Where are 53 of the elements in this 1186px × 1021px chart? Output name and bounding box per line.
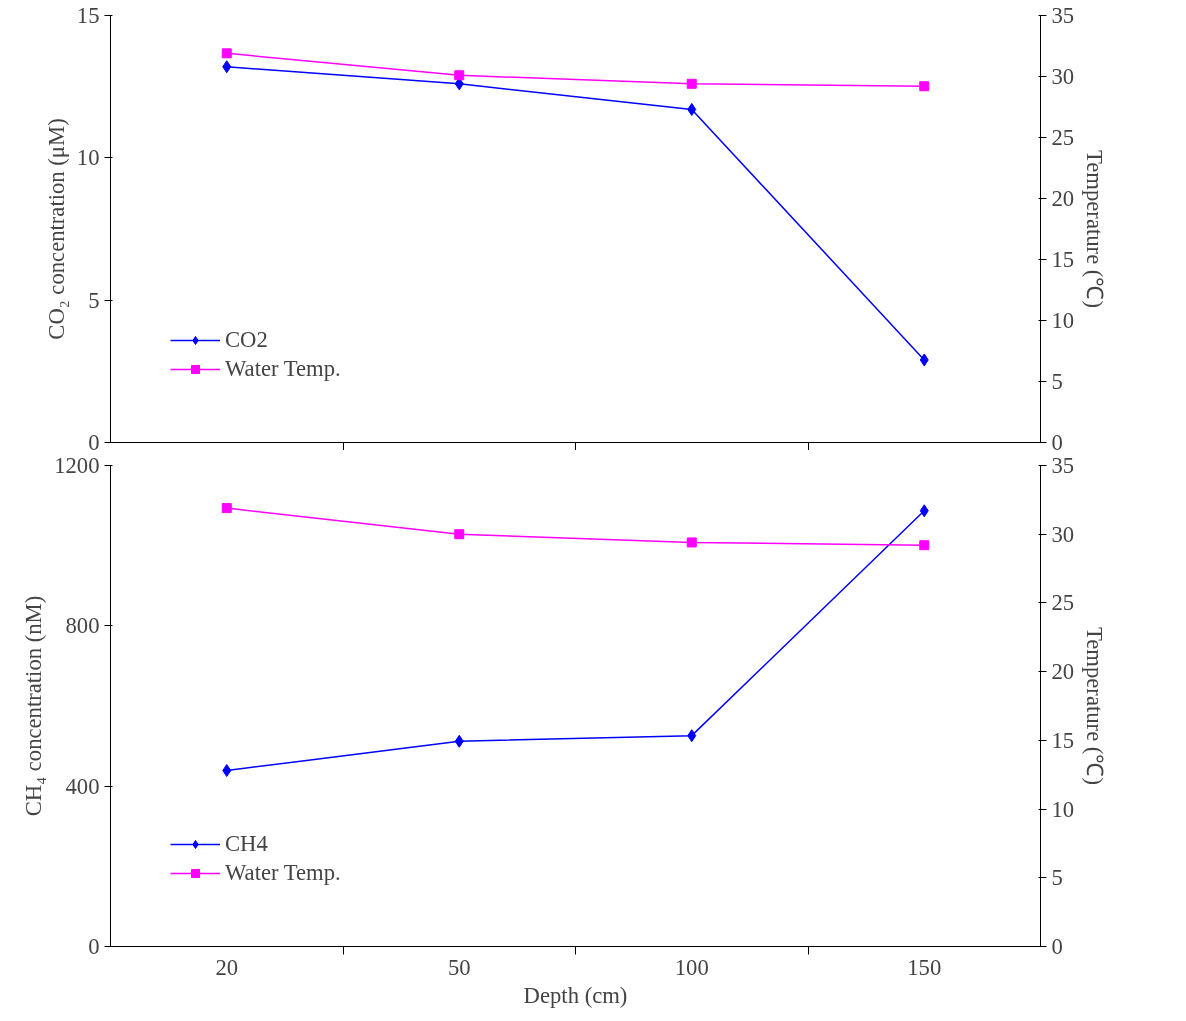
y-tick-label: 10 [76, 145, 100, 171]
point [687, 729, 697, 743]
point [454, 529, 465, 540]
y2-tick-label: 5 [1051, 865, 1063, 891]
y2-tick-label: 35 [1051, 3, 1075, 28]
y-axis-title: CO₂ concentration (μM) [43, 118, 69, 340]
y2-tick-label: 30 [1051, 521, 1075, 547]
y2-tick-label: 25 [1051, 125, 1075, 150]
y2-axis-title: Temperature (℃) [1082, 627, 1108, 785]
point [919, 540, 930, 551]
y-tick-label: 800 [65, 613, 100, 639]
y-axis-title: CH₄ concentration (nM) [21, 595, 47, 817]
y2-tick-label: 35 [1051, 453, 1075, 478]
y2-tick-label: 15 [1051, 247, 1075, 272]
y-tick-label: 1200 [54, 453, 100, 478]
y2-axis-title: Temperature (℃) [1082, 150, 1108, 308]
y2-tick-label: 15 [1051, 727, 1075, 753]
point [221, 48, 232, 59]
y-tick-label: 0 [88, 934, 100, 959]
legend-label: CO2 [225, 327, 268, 353]
point [686, 78, 697, 89]
y2-tick-label: 10 [1051, 308, 1075, 333]
x-tick-label: 150 [907, 954, 942, 980]
point [686, 537, 697, 548]
y2-tick-label: 25 [1051, 590, 1075, 616]
point [687, 102, 697, 116]
point [919, 81, 930, 92]
legend-label: Water Temp. [225, 860, 341, 886]
point [222, 60, 232, 74]
y2-tick-label: 5 [1051, 369, 1063, 394]
y-tick-label: 5 [88, 287, 100, 313]
x-tick-label: 100 [674, 954, 709, 980]
y-tick-label: 15 [76, 3, 100, 28]
y-tick-label: 400 [65, 773, 100, 799]
point [454, 734, 464, 748]
y2-tick-label: 20 [1051, 186, 1075, 211]
point [919, 504, 929, 518]
point [222, 764, 232, 778]
x-tick-label: 50 [447, 954, 471, 980]
legend-label: CH4 [225, 831, 268, 857]
y-tick-label: 0 [88, 430, 100, 455]
x-tick-label: 20 [215, 954, 239, 980]
x-axis-title: Depth (cm) [523, 982, 628, 1008]
y2-tick-label: 0 [1051, 934, 1063, 959]
legend-label: Water Temp. [225, 356, 341, 382]
y2-tick-label: 0 [1051, 430, 1063, 455]
point [454, 77, 464, 91]
point [221, 503, 232, 514]
y2-tick-label: 20 [1051, 659, 1075, 685]
y2-tick-label: 10 [1051, 796, 1075, 822]
point [919, 353, 929, 367]
y2-tick-label: 30 [1051, 64, 1075, 89]
point [454, 70, 465, 81]
